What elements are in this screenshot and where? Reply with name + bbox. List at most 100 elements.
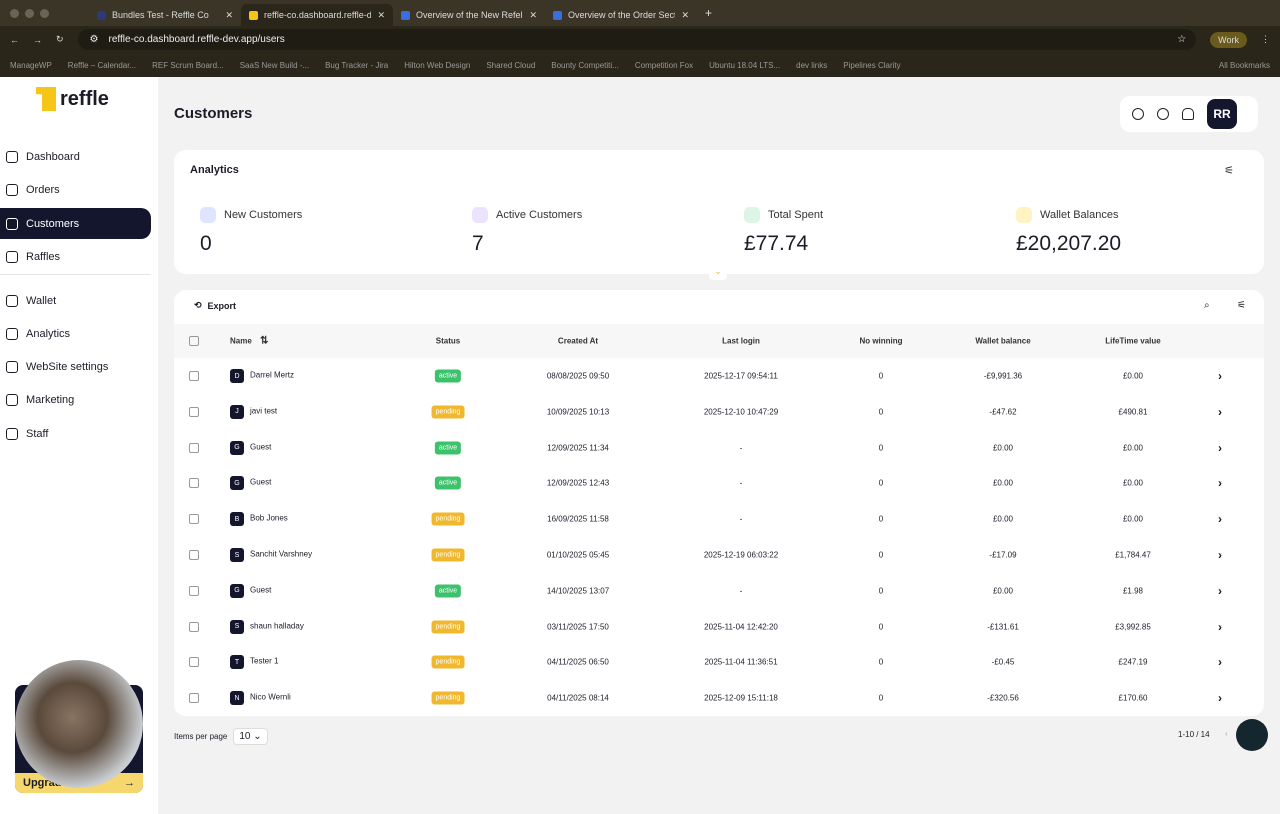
- browser-tab[interactable]: Bundles Test - Reffle Co ✕: [89, 4, 241, 26]
- bookmark-star-icon[interactable]: ☆: [1177, 34, 1187, 45]
- chevron-right-icon[interactable]: ›: [1218, 583, 1222, 598]
- new-tab-icon[interactable]: +: [705, 6, 713, 20]
- row-checkbox[interactable]: [189, 478, 199, 489]
- customer-name[interactable]: T Tester 1: [230, 655, 278, 670]
- sidebar-item-raffles[interactable]: Raffles: [0, 241, 151, 272]
- bookmark-item[interactable]: dev links: [796, 60, 828, 70]
- url-text: reffle-co.dashboard.reffle-dev.app/users: [108, 34, 285, 45]
- avatar[interactable]: RR: [1207, 99, 1237, 129]
- chevron-right-icon[interactable]: ›: [1218, 476, 1222, 491]
- bookmark-item[interactable]: Bug Tracker - Jira: [325, 60, 389, 70]
- logo[interactable]: reffle: [36, 87, 109, 111]
- chevron-right-icon[interactable]: ›: [1218, 440, 1222, 455]
- filter-icon[interactable]: ⚟: [1224, 165, 1234, 177]
- customer-name[interactable]: B Bob Jones: [230, 512, 288, 527]
- chevron-right-icon[interactable]: ›: [1218, 619, 1222, 634]
- table-row[interactable]: G Guest active 12/09/2025 11:34 - 0 £0.00…: [174, 430, 1264, 466]
- table-row[interactable]: G Guest active 12/09/2025 12:43 - 0 £0.00…: [174, 465, 1264, 501]
- sidebar-item-orders[interactable]: Orders: [0, 174, 151, 205]
- sidebar-item-staff[interactable]: Staff: [0, 418, 151, 449]
- bookmark-item[interactable]: Ubuntu 18.04 LTS...: [709, 60, 781, 70]
- bookmark-item[interactable]: Bounty Competiti...: [551, 60, 619, 70]
- bookmark-item[interactable]: REF Scrum Board...: [152, 60, 224, 70]
- select-all-checkbox[interactable]: [189, 336, 199, 346]
- filter-icon[interactable]: ⚟: [1237, 300, 1246, 311]
- wallet-balance: £0.00: [992, 514, 1014, 524]
- chevron-right-icon[interactable]: ›: [1218, 691, 1222, 706]
- customer-name[interactable]: N Nico Wernli: [230, 691, 291, 706]
- customer-name[interactable]: G Guest: [230, 583, 271, 598]
- customer-name[interactable]: S Sanchit Varshney: [230, 548, 312, 562]
- table-row[interactable]: N Nico Wernli pending 04/11/2025 08:14 20…: [174, 680, 1264, 716]
- chat-widget-button[interactable]: [1236, 719, 1268, 751]
- back-icon[interactable]: ←: [10, 34, 19, 45]
- row-checkbox[interactable]: [189, 406, 199, 417]
- help-icon[interactable]: [1157, 108, 1169, 120]
- chevron-right-icon[interactable]: ›: [1218, 369, 1222, 383]
- sidebar-item-analytics[interactable]: Analytics: [0, 318, 151, 349]
- table-row[interactable]: G Guest active 14/10/2025 13:07 - 0 £0.00…: [174, 573, 1264, 609]
- row-checkbox[interactable]: [189, 657, 199, 668]
- chevron-right-icon[interactable]: ›: [1218, 512, 1222, 527]
- close-tab-icon[interactable]: ✕: [529, 9, 537, 20]
- table-row[interactable]: T Tester 1 pending 04/11/2025 06:50 2025-…: [174, 644, 1264, 680]
- browser-tab[interactable]: reffle-co.dashboard.reffle-de ✕: [241, 4, 393, 26]
- collapse-chevron-icon[interactable]: ⌄: [709, 266, 727, 280]
- sidebar-item-customers[interactable]: Customers: [0, 208, 151, 239]
- window-controls[interactable]: [10, 8, 49, 18]
- site-info-icon[interactable]: ⚙: [89, 34, 99, 45]
- bell-icon[interactable]: [1182, 108, 1194, 120]
- created-at: 12/09/2025 11:34: [547, 443, 609, 453]
- bookmark-item[interactable]: ManageWP: [10, 60, 52, 70]
- sidebar-item-wallet[interactable]: Wallet: [0, 285, 151, 316]
- prev-page-icon[interactable]: ‹: [1225, 729, 1228, 738]
- close-tab-icon[interactable]: ✕: [377, 9, 385, 20]
- row-checkbox[interactable]: [189, 621, 199, 632]
- chevron-right-icon[interactable]: ›: [1218, 404, 1222, 419]
- bookmark-item[interactable]: All Bookmarks: [1218, 60, 1270, 70]
- sort-icon[interactable]: ⇅: [260, 335, 269, 347]
- reload-icon[interactable]: ↻: [56, 34, 64, 44]
- bookmark-item[interactable]: SaaS New Build -...: [239, 60, 310, 70]
- table-row[interactable]: B Bob Jones pending 16/09/2025 11:58 - 0 …: [174, 501, 1264, 537]
- last-login: -: [739, 478, 743, 488]
- menu-icon[interactable]: ⋮: [1261, 34, 1270, 44]
- search-icon[interactable]: [1132, 108, 1144, 120]
- row-checkbox[interactable]: [189, 693, 199, 704]
- row-checkbox[interactable]: [189, 442, 199, 453]
- row-checkbox[interactable]: [189, 585, 199, 596]
- browser-tab[interactable]: Overview of the New Refel Pl ✕: [393, 4, 545, 26]
- row-checkbox[interactable]: [189, 550, 199, 560]
- browser-tab[interactable]: Overview of the Order Sectio ✕: [545, 4, 697, 26]
- column-header[interactable]: Name ⇅: [230, 335, 269, 347]
- chevron-right-icon[interactable]: ›: [1218, 655, 1222, 670]
- bookmark-item[interactable]: Shared Cloud: [486, 60, 536, 70]
- bookmark-item[interactable]: Reffle – Calendar...: [67, 60, 137, 70]
- bookmark-item[interactable]: Hilton Web Design: [404, 60, 471, 70]
- row-checkbox[interactable]: [189, 514, 199, 525]
- items-per-page-select[interactable]: 10 ⌄: [233, 728, 268, 745]
- table-row[interactable]: S Sanchit Varshney pending 01/10/2025 05:…: [174, 537, 1264, 573]
- customer-name[interactable]: G Guest: [230, 476, 271, 491]
- sidebar-item-website-settings[interactable]: WebSite settings: [0, 351, 151, 382]
- forward-icon[interactable]: →: [33, 34, 42, 45]
- close-tab-icon[interactable]: ✕: [225, 9, 233, 20]
- customer-name[interactable]: G Guest: [230, 440, 271, 455]
- customer-name[interactable]: D Darrel Mertz: [230, 369, 294, 383]
- table-row[interactable]: D Darrel Mertz active 08/08/2025 09:50 20…: [174, 358, 1264, 394]
- export-button[interactable]: ⟲ Export: [194, 300, 237, 311]
- bookmark-item[interactable]: Competition Fox: [634, 60, 694, 70]
- bookmark-item[interactable]: Pipelines Clarity: [843, 60, 901, 70]
- sidebar-item-marketing[interactable]: Marketing: [0, 384, 151, 415]
- row-checkbox[interactable]: [189, 371, 199, 381]
- chevron-right-icon[interactable]: ›: [1218, 548, 1222, 562]
- search-icon[interactable]: ⌕: [1204, 300, 1210, 311]
- profile-button[interactable]: Work: [1210, 31, 1247, 48]
- close-tab-icon[interactable]: ✕: [681, 9, 689, 20]
- address-bar[interactable]: ⚙ reffle-co.dashboard.reffle-dev.app/user…: [77, 29, 1197, 50]
- sidebar-item-dashboard[interactable]: Dashboard: [0, 141, 151, 172]
